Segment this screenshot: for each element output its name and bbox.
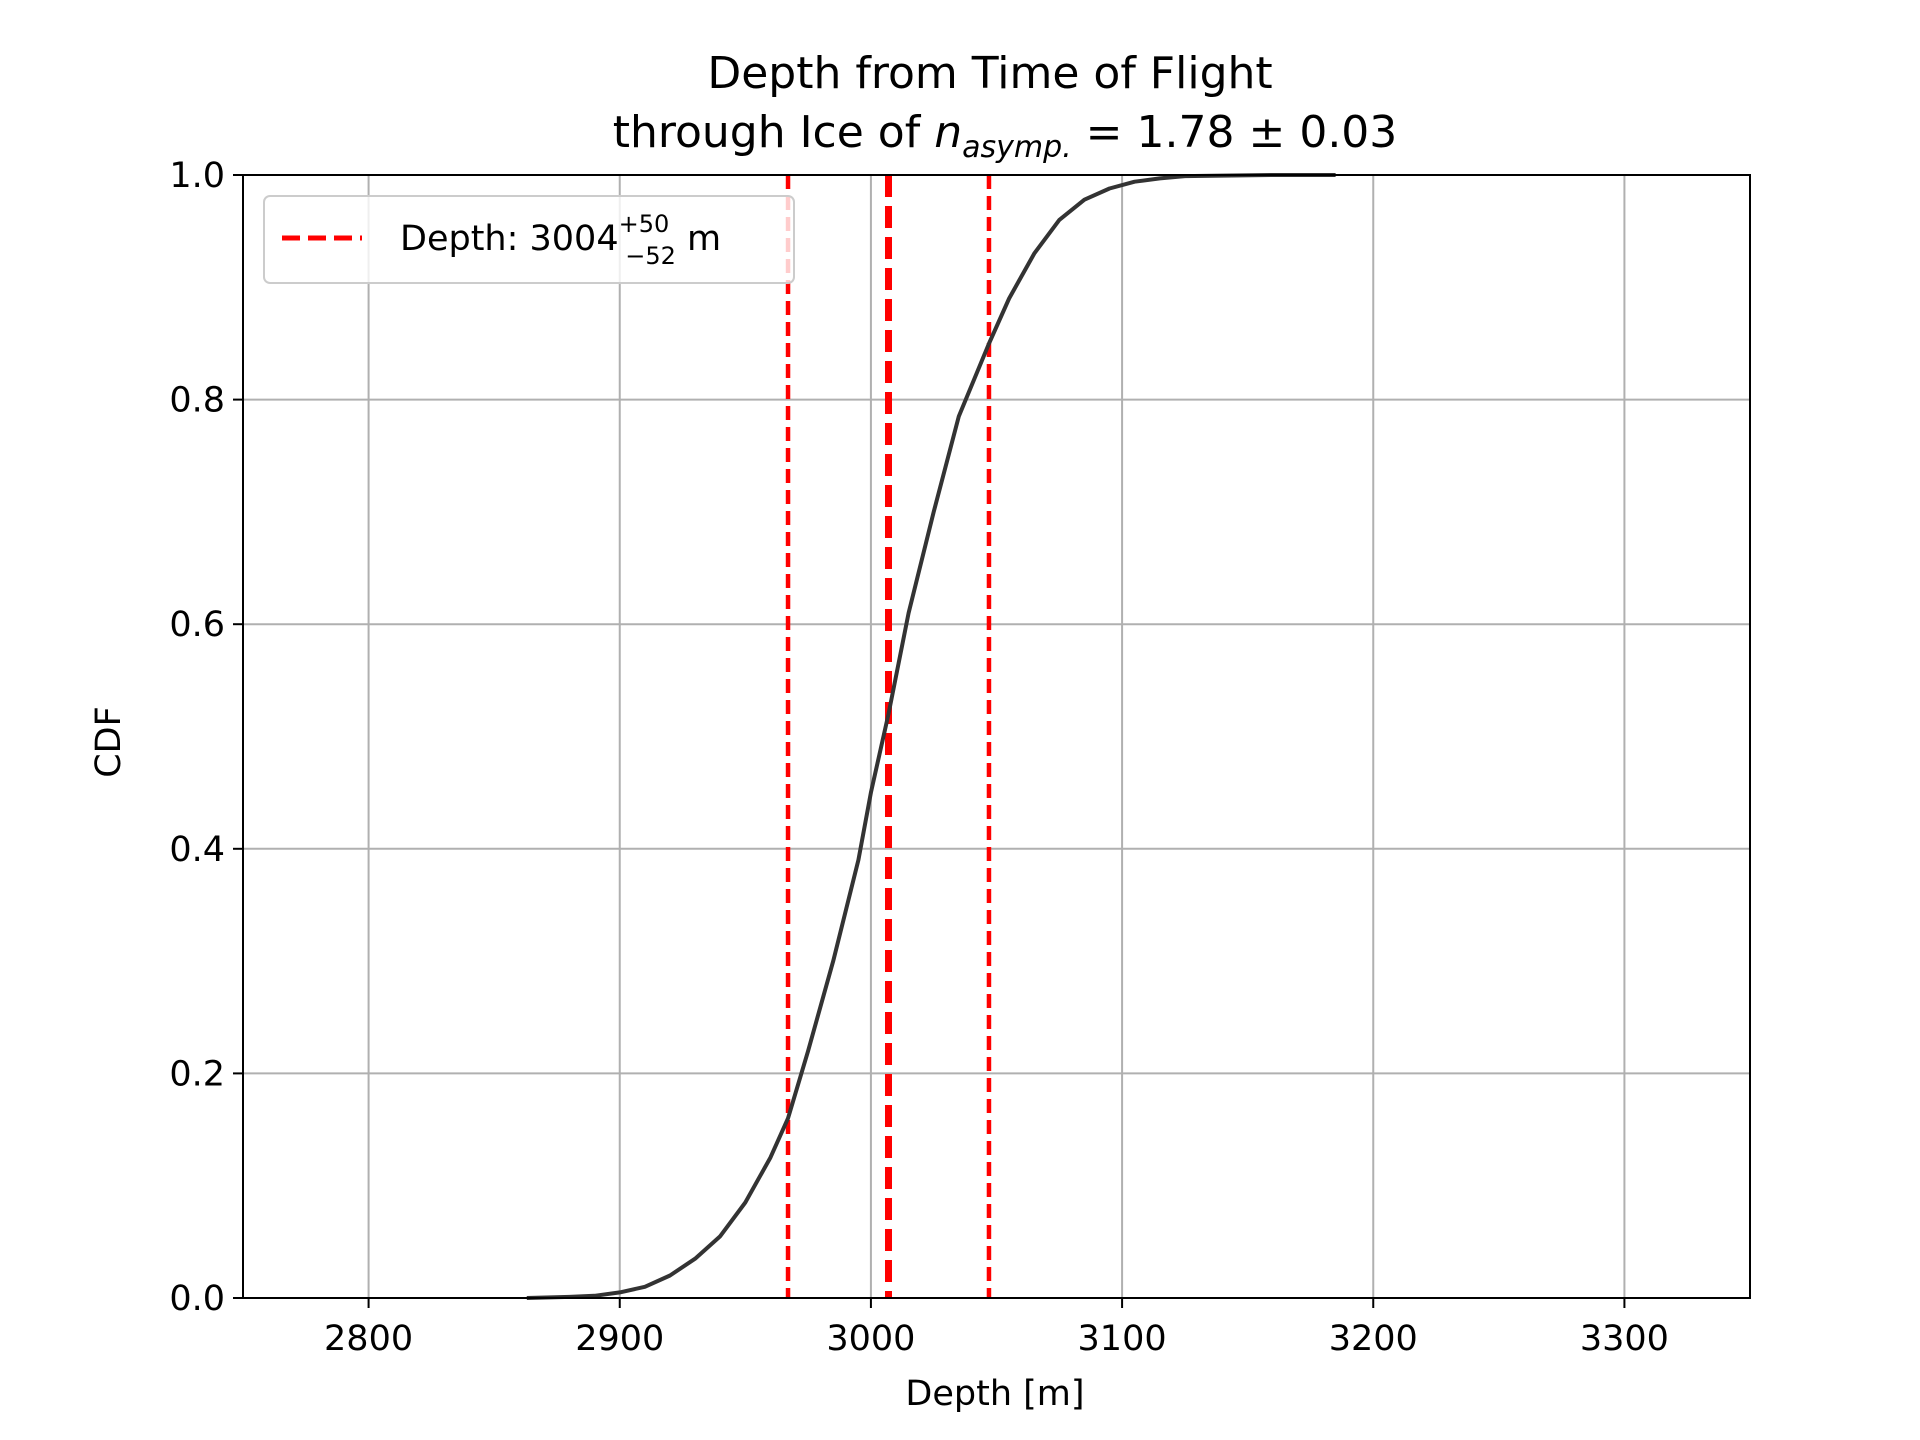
x-tick-label: 3000 — [826, 1319, 915, 1359]
chart-title-line1: Depth from Time of Flight — [707, 48, 1272, 99]
cdf-curve — [526, 173, 1336, 1300]
y-tick-label: 0.2 — [169, 1054, 225, 1094]
y-axis-label: CDF — [89, 706, 129, 778]
x-axis-label: Depth [m] — [905, 1374, 1084, 1414]
x-axis-ticks: 2800 2900 3000 3100 3200 3300 — [324, 1298, 1669, 1359]
legend: Depth: 3004+50 −52 m — [263, 195, 795, 284]
plot-frame — [242, 174, 1751, 1299]
y-tick-label: 0.6 — [169, 605, 225, 645]
y-tick-label: 1.0 — [169, 156, 225, 196]
chart-title-line2: through Ice of nasymp. = 1.78 ± 0.03 — [613, 107, 1398, 165]
x-tick-label: 3200 — [1329, 1319, 1418, 1359]
legend-box — [263, 195, 795, 284]
x-tick-label: 2900 — [575, 1319, 664, 1359]
y-tick-label: 0.8 — [169, 381, 225, 421]
x-tick-label: 3100 — [1078, 1319, 1167, 1359]
depth-marker-lines — [785, 175, 992, 1298]
x-tick-label: 2800 — [324, 1319, 413, 1359]
y-tick-label: 0.0 — [169, 1279, 225, 1319]
y-axis-ticks: 0.0 0.2 0.4 0.6 0.8 1.0 — [169, 156, 243, 1319]
legend-label: Depth: 3004+50 −52 m — [400, 210, 721, 270]
x-tick-label: 3300 — [1580, 1319, 1669, 1359]
y-tick-label: 0.4 — [169, 830, 225, 870]
